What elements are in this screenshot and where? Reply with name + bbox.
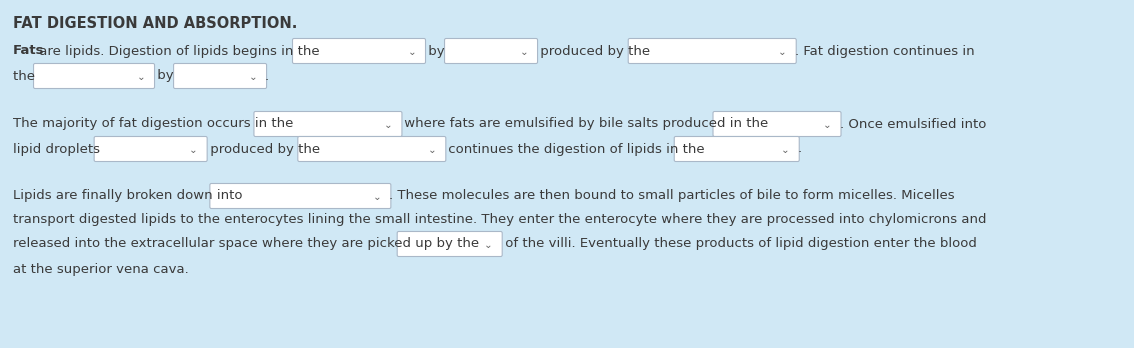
- Text: where fats are emulsified by bile salts produced in the: where fats are emulsified by bile salts …: [400, 118, 773, 130]
- Text: ⌄: ⌄: [778, 47, 787, 57]
- Text: .: .: [797, 142, 802, 156]
- Text: The majority of fat digestion occurs in the: The majority of fat digestion occurs in …: [12, 118, 297, 130]
- Text: ⌄: ⌄: [373, 192, 382, 202]
- Text: ⌄: ⌄: [823, 120, 832, 130]
- Text: produced by the: produced by the: [205, 142, 324, 156]
- FancyBboxPatch shape: [210, 183, 391, 208]
- FancyBboxPatch shape: [254, 111, 401, 136]
- Text: ⌄: ⌄: [384, 120, 392, 130]
- FancyBboxPatch shape: [174, 63, 266, 88]
- Text: Fats: Fats: [12, 45, 44, 57]
- Text: ⌄: ⌄: [137, 72, 145, 82]
- Text: .: .: [265, 70, 269, 82]
- Text: lipid droplets: lipid droplets: [12, 142, 104, 156]
- Text: transport digested lipids to the enterocytes lining the small intestine. They en: transport digested lipids to the enteroc…: [12, 214, 987, 227]
- Text: continues the digestion of lipids in the: continues the digestion of lipids in the: [445, 142, 709, 156]
- FancyBboxPatch shape: [713, 111, 841, 136]
- Text: by: by: [424, 45, 449, 57]
- Text: ⌄: ⌄: [781, 145, 790, 155]
- Text: . Fat digestion continues in: . Fat digestion continues in: [795, 45, 974, 57]
- FancyBboxPatch shape: [293, 39, 425, 63]
- Text: ⌄: ⌄: [248, 72, 257, 82]
- Text: ⌄: ⌄: [519, 47, 528, 57]
- FancyBboxPatch shape: [445, 39, 538, 63]
- Text: at the superior vena cava.: at the superior vena cava.: [12, 262, 188, 276]
- Text: ⌄: ⌄: [428, 145, 437, 155]
- FancyBboxPatch shape: [34, 63, 154, 88]
- Text: produced by the: produced by the: [536, 45, 654, 57]
- Text: . Once emulsified into: . Once emulsified into: [839, 118, 985, 130]
- Text: released into the extracellular space where they are picked up by the: released into the extracellular space wh…: [12, 237, 483, 251]
- Text: FAT DIGESTION AND ABSORPTION.: FAT DIGESTION AND ABSORPTION.: [12, 16, 297, 32]
- Text: Lipids are finally broken down into: Lipids are finally broken down into: [12, 190, 247, 203]
- FancyBboxPatch shape: [298, 136, 446, 161]
- Text: . These molecules are then bound to small particles of bile to form micelles. Mi: . These molecules are then bound to smal…: [389, 190, 955, 203]
- Text: the: the: [12, 70, 40, 82]
- FancyBboxPatch shape: [675, 136, 799, 161]
- Text: ⌄: ⌄: [407, 47, 416, 57]
- FancyBboxPatch shape: [94, 136, 208, 161]
- Text: of the villi. Eventually these products of lipid digestion enter the blood: of the villi. Eventually these products …: [501, 237, 976, 251]
- Text: are lipids. Digestion of lipids begins in the: are lipids. Digestion of lipids begins i…: [35, 45, 324, 57]
- Text: by: by: [153, 70, 178, 82]
- FancyBboxPatch shape: [397, 231, 502, 256]
- Text: ⌄: ⌄: [189, 145, 198, 155]
- FancyBboxPatch shape: [628, 39, 796, 63]
- Text: ⌄: ⌄: [484, 240, 493, 250]
